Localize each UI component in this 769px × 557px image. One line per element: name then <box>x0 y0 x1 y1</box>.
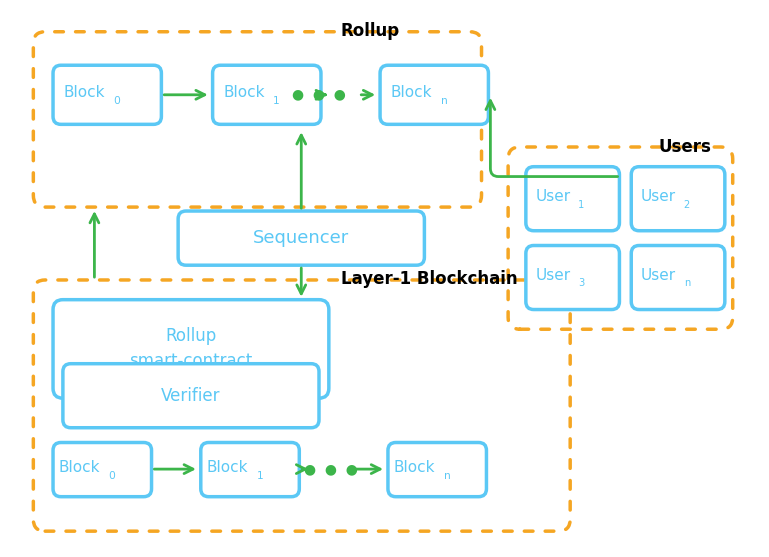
FancyBboxPatch shape <box>631 246 725 310</box>
Text: Block: Block <box>64 85 105 100</box>
FancyBboxPatch shape <box>212 65 321 124</box>
FancyBboxPatch shape <box>526 246 620 310</box>
FancyBboxPatch shape <box>63 364 319 428</box>
Text: User: User <box>641 189 676 204</box>
Text: 3: 3 <box>578 278 584 289</box>
FancyBboxPatch shape <box>631 167 725 231</box>
Text: 2: 2 <box>684 199 690 209</box>
Text: n: n <box>444 471 451 481</box>
Text: Block: Block <box>58 460 100 475</box>
Text: User: User <box>641 268 676 283</box>
Text: Block: Block <box>394 460 435 475</box>
Text: Layer-1 Blockchain: Layer-1 Blockchain <box>341 270 518 288</box>
Text: Users: Users <box>659 138 712 156</box>
Text: ●  ●  ●: ● ● ● <box>292 88 346 102</box>
FancyBboxPatch shape <box>178 211 424 265</box>
Text: User: User <box>535 268 571 283</box>
Text: 0: 0 <box>114 96 121 106</box>
Text: 1: 1 <box>578 199 584 209</box>
Text: 0: 0 <box>108 471 115 481</box>
FancyBboxPatch shape <box>380 65 488 124</box>
FancyBboxPatch shape <box>526 167 620 231</box>
Text: ●  ●  ●: ● ● ● <box>304 462 358 476</box>
Text: n: n <box>441 96 448 106</box>
Text: n: n <box>684 278 690 289</box>
Text: Block: Block <box>391 85 432 100</box>
Text: Rollup: Rollup <box>341 22 400 40</box>
Text: Verifier: Verifier <box>161 387 221 405</box>
Text: Block: Block <box>223 85 265 100</box>
Text: 1: 1 <box>257 471 263 481</box>
FancyBboxPatch shape <box>388 442 487 497</box>
Text: User: User <box>535 189 571 204</box>
FancyBboxPatch shape <box>53 65 161 124</box>
Text: Sequencer: Sequencer <box>253 229 349 247</box>
Text: Rollup
smart-contract: Rollup smart-contract <box>129 328 252 370</box>
Text: 1: 1 <box>273 96 280 106</box>
FancyBboxPatch shape <box>53 442 151 497</box>
FancyBboxPatch shape <box>201 442 299 497</box>
Text: Block: Block <box>207 460 248 475</box>
FancyBboxPatch shape <box>53 300 329 398</box>
